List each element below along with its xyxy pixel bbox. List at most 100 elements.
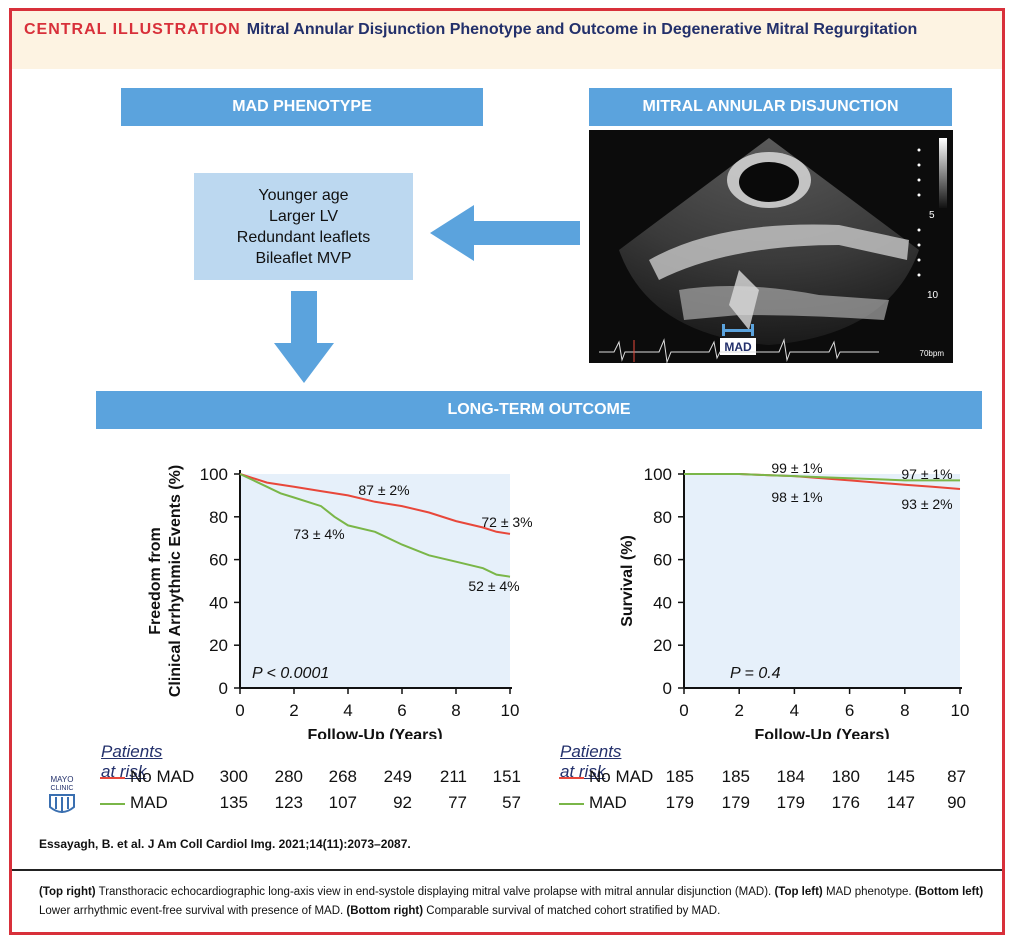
x-tick-label: 8 <box>900 701 909 720</box>
left-arrow-icon <box>430 205 580 261</box>
y-tick-label: 80 <box>209 508 228 527</box>
illustration-title: Mitral Annular Disjunction Phenotype and… <box>246 21 918 38</box>
risk-row-label: MAD <box>589 793 627 812</box>
y-tick-label: 0 <box>663 679 672 698</box>
x-axis-label: Follow-Up (Years) <box>754 727 889 739</box>
data-label: 52 ± 4% <box>468 578 519 594</box>
x-tick-label: 2 <box>734 701 743 720</box>
risk-cell: 151 <box>492 767 521 786</box>
depth-label: 10 <box>927 290 939 301</box>
risk-cell: 179 <box>721 793 750 812</box>
risk-cell: 77 <box>448 793 467 812</box>
caption-text: MAD phenotype. <box>822 886 915 898</box>
x-tick-label: 0 <box>679 701 688 720</box>
risk-cell: 176 <box>831 793 860 812</box>
risk-cell: 135 <box>219 793 248 812</box>
x-tick-label: 0 <box>235 701 244 720</box>
caption-text: Comparable survival of matched cohort st… <box>423 905 721 917</box>
series-line-mad <box>684 473 960 482</box>
y-axis-label: Freedom from <box>147 527 164 635</box>
phenotype-heading: MAD PHENOTYPE <box>121 88 483 126</box>
y-tick-label: 20 <box>653 636 672 655</box>
risk-table-heading: Patients at risk <box>101 742 163 781</box>
y-tick-label: 60 <box>209 551 228 570</box>
risk-cell: 280 <box>274 767 303 786</box>
page-title: CENTRAL ILLUSTRATION Mitral Annular Disju… <box>24 19 964 40</box>
caption-text: Lower arrhythmic event-free survival wit… <box>39 905 347 917</box>
series-line-no-mad <box>239 473 511 535</box>
citation: Essayagh, B. et al. J Am Coll Cardiol Im… <box>39 837 411 851</box>
phenotype-box: Younger age Larger LV Redundant leaflets… <box>194 173 413 280</box>
y-tick-label: 100 <box>644 465 672 484</box>
risk-row-label: MAD <box>130 793 168 812</box>
x-tick-label: 4 <box>343 701 352 720</box>
plot-area <box>684 474 960 688</box>
data-label: 87 ± 2% <box>358 482 409 498</box>
x-tick-label: 4 <box>790 701 799 720</box>
risk-cell: 184 <box>776 767 805 786</box>
p-value: P = 0.4 <box>730 665 781 682</box>
legend-swatch-no-mad <box>100 777 125 779</box>
svg-text:MAYO: MAYO <box>51 775 74 784</box>
risk-cell: 179 <box>776 793 805 812</box>
y-tick-label: 20 <box>209 636 228 655</box>
y-tick-label: 40 <box>209 593 228 612</box>
caption-label: (Bottom left) <box>914 886 984 898</box>
y-axis-label: Survival (%) <box>619 535 636 627</box>
risk-cell: 300 <box>219 767 248 786</box>
phenotype-item: Larger LV <box>268 207 339 225</box>
data-label: 98 ± 1% <box>771 489 822 505</box>
x-axis-label: Follow-Up (Years) <box>307 727 442 739</box>
risk-row-label: No MAD <box>589 767 654 786</box>
y-axis-label: Clinical Arrhythmic Events (%) <box>167 465 184 697</box>
risk-cell: 123 <box>274 793 303 812</box>
data-label: 72 ± 3% <box>481 514 532 530</box>
y-tick-label: 0 <box>219 679 228 698</box>
phenotype-item: Bileaflet MVP <box>255 249 352 267</box>
header: CENTRAL ILLUSTRATION Mitral Annular Disju… <box>12 11 1002 69</box>
risk-cell: 92 <box>393 793 412 812</box>
risk-cell: 211 <box>439 767 467 786</box>
risk-cell: 180 <box>831 767 860 786</box>
x-tick-label: 10 <box>951 701 970 720</box>
risk-cell: 249 <box>383 767 412 786</box>
y-tick-label: 80 <box>653 508 672 527</box>
caption-label: (Top left) <box>774 886 823 898</box>
caption-label: (Bottom right) <box>346 905 424 917</box>
x-tick-label: 6 <box>845 701 854 720</box>
risk-cell: 87 <box>947 767 966 786</box>
phenotype-item: Younger age <box>258 186 349 204</box>
illustration-label: CENTRAL ILLUSTRATION <box>24 21 241 38</box>
risk-cell: 147 <box>886 793 915 812</box>
caption-text: Transthoracic echocardiographic long-axi… <box>95 886 775 898</box>
y-tick-label: 100 <box>200 465 228 484</box>
heart-rate-label: 70bpm <box>920 349 945 358</box>
echo-image: 5 10 MAD 70bpm <box>589 130 953 363</box>
x-tick-label: 10 <box>501 701 520 720</box>
x-tick-label: 2 <box>289 701 298 720</box>
survival-chart: Survival (%) Follow-Up (Years) P = 0.4 0… <box>619 460 970 739</box>
central-illustration-frame: CENTRAL ILLUSTRATION Mitral Annular Disju… <box>9 8 1005 935</box>
y-tick-label: 60 <box>653 551 672 570</box>
echocardiogram-picture: 5 10 MAD 70bpm <box>599 138 947 363</box>
arrhythmia-chart: Freedom from Clinical Arrhythmic Events … <box>147 465 532 739</box>
legend-swatch-mad <box>100 803 125 805</box>
risk-cell: 145 <box>886 767 915 786</box>
risk-cell: 268 <box>328 767 357 786</box>
mayo-clinic-logo: MAYO CLINIC <box>40 773 84 819</box>
down-arrow-icon <box>274 291 334 383</box>
risk-cell: 107 <box>328 793 357 812</box>
plot-area <box>240 474 510 688</box>
risk-cell: 185 <box>721 767 750 786</box>
series-line-mad <box>239 473 511 578</box>
x-tick-label: 6 <box>397 701 406 720</box>
risk-cell: 90 <box>947 793 966 812</box>
data-label: 73 ± 4% <box>293 526 344 542</box>
data-label: 93 ± 2% <box>901 496 952 512</box>
caption-label: (Top right) <box>39 886 96 898</box>
y-tick-label: 40 <box>653 593 672 612</box>
p-value: P < 0.0001 <box>252 665 329 682</box>
data-label: 99 ± 1% <box>771 460 822 476</box>
echo-heading: MITRAL ANNULAR DISJUNCTION <box>589 88 952 126</box>
depth-label: 5 <box>929 210 935 221</box>
